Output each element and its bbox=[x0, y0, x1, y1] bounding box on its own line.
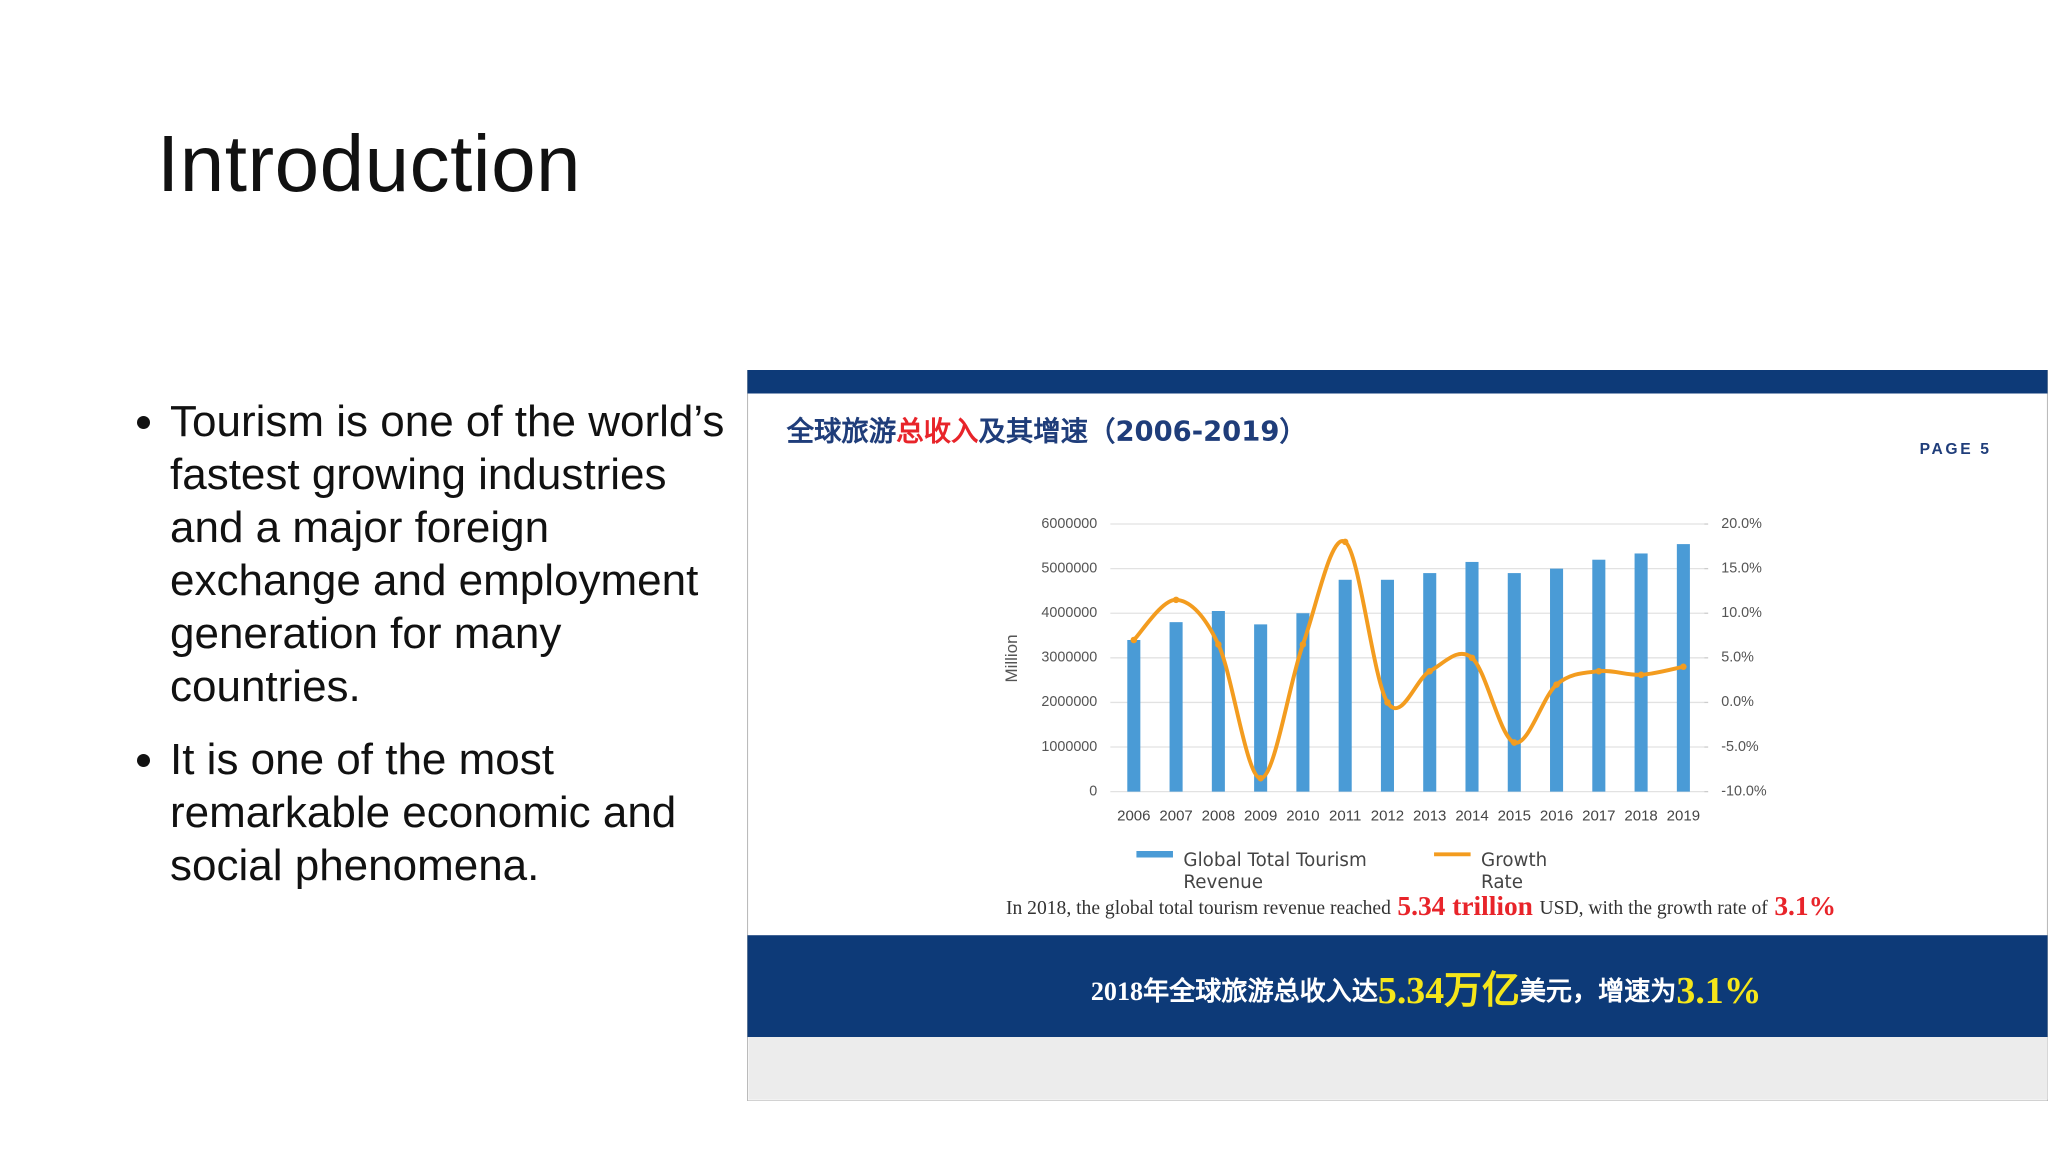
y-axis-label: Million bbox=[1002, 634, 1021, 682]
chart-title-part: 全球旅游 bbox=[786, 415, 897, 447]
chart-title-part: 总收入 bbox=[896, 416, 979, 447]
growth-point bbox=[1553, 681, 1560, 688]
x-tick-label: 2007 bbox=[1159, 807, 1192, 824]
y-tick-label: 4000000 bbox=[1041, 605, 1097, 621]
growth-line bbox=[1132, 539, 1684, 781]
chart-image: PAGE 5 Million 全球旅游总收入及其增速（2006-2019） 0 10… bbox=[747, 370, 2048, 1101]
bar bbox=[1127, 639, 1141, 792]
bullet: It is one of the most remarkable economi… bbox=[170, 733, 725, 892]
x-tick-label: 2006 bbox=[1117, 807, 1150, 824]
growth-point bbox=[1511, 739, 1518, 746]
legend-label: Global Total Tourism Revenue bbox=[1183, 850, 1367, 894]
growth-point bbox=[1426, 667, 1433, 675]
y-tick-label: 5000000 bbox=[1041, 560, 1097, 576]
bar bbox=[1507, 573, 1521, 792]
growth-point bbox=[1468, 654, 1476, 662]
legend-box: Growth Rate bbox=[1481, 850, 1548, 894]
growth-point bbox=[1215, 641, 1222, 648]
x-tick-label: 2014 bbox=[1455, 807, 1488, 824]
y2-tick-label: 20.0% bbox=[1721, 516, 1762, 532]
x-tick-label: 2018 bbox=[1624, 807, 1657, 824]
x-tick-label: 2019 bbox=[1667, 807, 1700, 824]
bar bbox=[1592, 559, 1606, 792]
growth-point bbox=[1680, 663, 1687, 671]
y2-tick-label: 15.0% bbox=[1721, 560, 1762, 576]
top-bar bbox=[747, 370, 2048, 394]
caption-part: 3.1% bbox=[1774, 891, 1836, 921]
footer-band bbox=[748, 1037, 2048, 1100]
growth-point bbox=[1172, 596, 1180, 604]
bar bbox=[1423, 573, 1437, 792]
banner-part: 3.1% bbox=[1676, 970, 1761, 1012]
y2-tick-label: 0.0% bbox=[1721, 694, 1754, 710]
banner-part: 2018年全球旅游总收入达 bbox=[1091, 976, 1378, 1006]
caption-part: USD, with the growth rate of bbox=[1539, 898, 1768, 919]
legend-box: Global Total Tourism Revenue bbox=[1183, 850, 1367, 894]
banner-part: 5.34万亿 bbox=[1378, 970, 1520, 1012]
bar bbox=[1254, 624, 1268, 792]
growth-point bbox=[1595, 667, 1603, 675]
growth-point bbox=[1257, 774, 1264, 782]
growth-point bbox=[1130, 636, 1138, 644]
x-tick-label: 2008 bbox=[1202, 807, 1235, 824]
bar bbox=[1169, 622, 1183, 792]
x-tick-label: 2012 bbox=[1371, 807, 1404, 824]
y-tick-label: 6000000 bbox=[1041, 516, 1097, 532]
caption: In 2018, the global total tourism revenu… bbox=[1006, 891, 1836, 921]
page-label: PAGE 5 bbox=[1920, 441, 1992, 458]
banner-part: 美元，增速为 bbox=[1520, 976, 1677, 1006]
x-tick-label: 2011 bbox=[1329, 807, 1361, 824]
caption-part: In 2018, the global total tourism revenu… bbox=[1006, 898, 1391, 919]
y2-tick-label: 10.0% bbox=[1721, 605, 1762, 621]
bar bbox=[1550, 568, 1564, 792]
bullet-list: Tourism is one of the world’s fastest gr… bbox=[130, 395, 725, 912]
bar bbox=[1465, 561, 1479, 792]
slide-title: Introduction bbox=[157, 119, 582, 208]
x-tick-label: 2015 bbox=[1498, 807, 1531, 824]
y2-tick-label: 5.0% bbox=[1721, 650, 1754, 666]
caption-part: 5.34 trillion bbox=[1397, 891, 1533, 921]
bar bbox=[1338, 579, 1352, 792]
chart-title: 全球旅游总收入及其增速（2006-2019） bbox=[786, 415, 1307, 447]
bullet: Tourism is one of the world’s fastest gr… bbox=[170, 395, 725, 713]
y-tick-label: 3000000 bbox=[1041, 650, 1097, 666]
growth-point bbox=[1299, 641, 1307, 648]
legend-label: Growth Rate bbox=[1481, 850, 1548, 894]
y-tick-label: 2000000 bbox=[1041, 694, 1097, 710]
banner bbox=[747, 935, 2048, 1038]
growth-point bbox=[1341, 538, 1349, 546]
growth-point bbox=[1637, 671, 1645, 679]
y2-tick-label: -5.0% bbox=[1721, 739, 1759, 755]
x-tick-label: 2017 bbox=[1582, 807, 1615, 824]
y2-tick-label: -10.0% bbox=[1721, 783, 1767, 799]
x-tick-label: 2016 bbox=[1540, 807, 1573, 824]
x-tick-label: 2010 bbox=[1286, 807, 1319, 824]
banner-text: 2018年全球旅游总收入达5.34万亿美元，增速为3.1% bbox=[1091, 970, 1762, 1012]
chart-title-part: 及其增速（2006-2019） bbox=[978, 415, 1306, 447]
x-tick-label: 2009 bbox=[1244, 807, 1277, 824]
bar bbox=[1380, 579, 1394, 792]
y-tick-label: 1000000 bbox=[1041, 739, 1097, 755]
x-tick-label: 2013 bbox=[1413, 807, 1446, 824]
y-tick-label: 0 bbox=[1089, 783, 1097, 799]
growth-point bbox=[1384, 699, 1391, 706]
